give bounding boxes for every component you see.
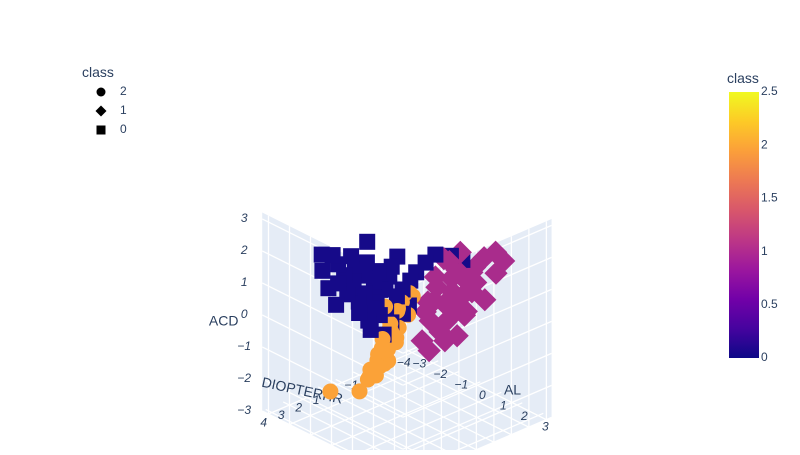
legend-label: 0: [120, 122, 127, 136]
colorbar-tick-label: 1: [761, 244, 768, 258]
marker-class-1[interactable]: [457, 272, 481, 296]
marker-class-1[interactable]: [473, 288, 497, 312]
marker-class-0[interactable]: [320, 280, 337, 297]
tick-label-x: −2: [433, 367, 447, 381]
gridline-x: [444, 412, 544, 455]
colorbar-tick-label: 0.5: [761, 297, 778, 311]
gridline-z: [402, 320, 552, 386]
marker-class-1[interactable]: [448, 240, 472, 265]
marker-class-0[interactable]: [313, 246, 330, 263]
legend-item-2[interactable]: 2: [96, 84, 128, 98]
colorbar-tick-label: 2.5: [761, 84, 778, 98]
markers: [313, 233, 516, 400]
tick-label-y: 3: [278, 408, 285, 422]
legend-label: 1: [120, 103, 127, 117]
marker-class-1[interactable]: [451, 283, 475, 307]
legend-circle-icon: [96, 87, 106, 97]
gridline-x: [310, 370, 460, 436]
marker-class-0[interactable]: [314, 262, 331, 279]
tick-label-x: 1: [500, 398, 507, 412]
marker-class-2[interactable]: [351, 383, 368, 400]
tick-label-x: 0: [479, 388, 486, 402]
tick-label-z: −2: [237, 371, 251, 385]
legend-diamond-icon: [95, 105, 107, 117]
gridline-y: [282, 401, 391, 455]
legend-item-1[interactable]: 1: [95, 103, 128, 117]
marker-class-0[interactable]: [359, 233, 376, 250]
tick-label-x: 2: [520, 409, 528, 423]
marker-class-0[interactable]: [364, 300, 381, 317]
tick-label-x: 3: [542, 419, 549, 433]
legend-title: class: [82, 64, 114, 80]
tick-label-x: −3: [412, 356, 426, 370]
gridline-z: [261, 410, 352, 455]
legend-square-icon: [96, 125, 106, 135]
tick-label-y: 1: [313, 393, 320, 407]
marker-class-1[interactable]: [472, 246, 496, 270]
tick-label-x: −1: [454, 377, 468, 391]
colorbar-tick-label: 2: [761, 137, 768, 151]
3d-scene[interactable]: 3210−1−2−343210−1−43210−1−2−3ALDIOPTERHR…: [209, 211, 552, 455]
marker-class-2[interactable]: [322, 383, 339, 400]
gridline-y: [265, 408, 359, 455]
marker-class-1[interactable]: [423, 265, 448, 289]
legend-item-0[interactable]: 0: [96, 122, 128, 136]
marker-class-0[interactable]: [328, 296, 345, 313]
gridline-z: [402, 384, 552, 450]
tick-label-y: 4: [260, 416, 267, 430]
marker-class-1[interactable]: [413, 300, 437, 324]
axis-title-x: AL: [504, 382, 521, 398]
colorbar-gradient: [729, 92, 759, 358]
marker-class-1[interactable]: [416, 290, 440, 314]
marker-class-2[interactable]: [359, 371, 376, 388]
tick-label-y: 2: [294, 401, 302, 415]
tick-label-z: 3: [241, 211, 248, 225]
legend-label: 2: [120, 84, 127, 98]
colorbar-tick-label: 1.5: [761, 191, 778, 205]
marker-class-1[interactable]: [410, 329, 434, 353]
marker-class-1[interactable]: [433, 329, 457, 353]
gridline-z: [402, 352, 552, 418]
marker-class-0[interactable]: [343, 248, 360, 265]
gridline-y: [317, 386, 456, 455]
gridline-z: [462, 416, 552, 455]
tick-label-z: −1: [237, 339, 251, 353]
colorbar-title: class: [727, 70, 759, 86]
marker-class-1[interactable]: [484, 261, 508, 285]
marker-class-1[interactable]: [432, 292, 457, 316]
marker-class-1[interactable]: [460, 260, 484, 284]
tick-label-z: 2: [240, 243, 248, 257]
marker-class-1[interactable]: [418, 309, 442, 333]
tick-label-z: −3: [237, 403, 251, 417]
legend: class 2 1 0: [82, 64, 127, 136]
marker-class-1[interactable]: [432, 247, 456, 271]
axis-title-z: ACD: [209, 313, 239, 329]
gridline-z: [261, 346, 404, 418]
gridline-x: [398, 402, 523, 455]
marker-class-1[interactable]: [439, 266, 464, 291]
gridline-z: [261, 378, 404, 450]
tick-label-z: 0: [241, 307, 248, 321]
colorbar-tick-label: 0: [761, 350, 768, 364]
tick-label-y: −4: [397, 356, 411, 370]
tick-label-z: 1: [241, 275, 248, 289]
marker-class-0[interactable]: [351, 305, 368, 321]
